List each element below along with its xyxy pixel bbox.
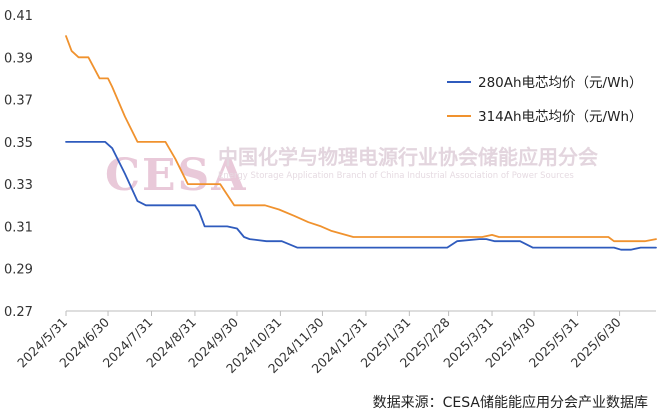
y-tick-label: 0.37 (4, 94, 33, 109)
legend: 280Ah电芯均价（元/Wh） 314Ah电芯均价（元/Wh） (447, 75, 643, 125)
y-tick-label: 0.33 (4, 178, 33, 193)
y-tick-label: 0.39 (4, 51, 33, 66)
watermark-org-en: Energy Storage Application Branch of Chi… (218, 171, 574, 181)
series-line-280ah (65, 140, 657, 251)
legend-label: 280Ah电芯均价（元/Wh） (478, 75, 643, 91)
y-tick-label: 0.41 (4, 9, 33, 24)
y-tick-label: 0.29 (4, 263, 33, 278)
y-tick-label: 0.27 (4, 305, 33, 320)
source-note: 数据来源：CESA储能能应用分会产业数据库 (373, 394, 648, 411)
y-tick-label: 0.31 (4, 220, 33, 235)
watermark: CESA 中国化学与物理电源行业协会储能应用分会 Energy Storage … (105, 145, 598, 201)
y-tick-label: 0.35 (4, 136, 33, 151)
x-axis: 2024/5/312024/6/302024/7/312024/8/312024… (14, 310, 656, 376)
legend-label: 314Ah电芯均价（元/Wh） (478, 109, 643, 125)
series-layer (65, 35, 657, 251)
watermark-org-cn: 中国化学与物理电源行业协会储能应用分会 (218, 145, 598, 169)
series-line-314ah (65, 35, 657, 243)
y-axis: 0.27 0.29 0.31 0.33 0.35 0.37 0.39 0.41 (4, 9, 33, 320)
